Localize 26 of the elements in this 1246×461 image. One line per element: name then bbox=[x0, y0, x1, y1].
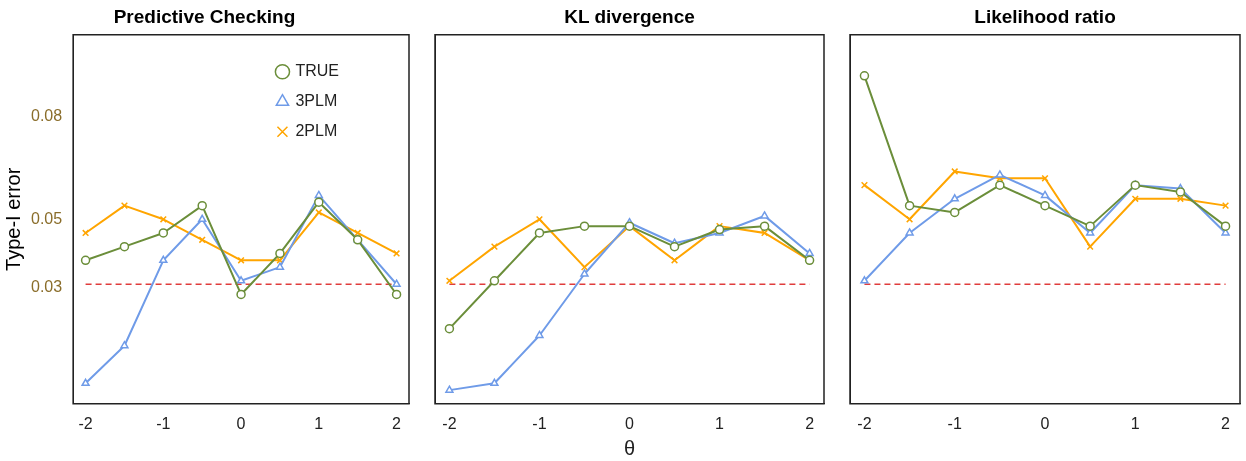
x-tick-label: 2 bbox=[805, 414, 815, 432]
x-tick-label: -2 bbox=[78, 414, 93, 432]
x-tick-label: -2 bbox=[857, 414, 872, 432]
legend-label: 3PLM bbox=[295, 92, 338, 110]
legend-label: 2PLM bbox=[295, 122, 338, 140]
chart-title: Likelihood ratio bbox=[974, 5, 1116, 27]
chart-title: KL divergence bbox=[564, 5, 695, 27]
x-tick-label: 0 bbox=[625, 414, 635, 432]
x-tick-label: -2 bbox=[442, 414, 457, 432]
x-tick-label: 1 bbox=[1130, 414, 1140, 432]
x-tick-label: -1 bbox=[532, 414, 547, 432]
x-tick-label: 0 bbox=[236, 414, 246, 432]
x-tick-label: 0 bbox=[1040, 414, 1050, 432]
x-tick-label: 2 bbox=[392, 414, 402, 432]
x-tick-label: 2 bbox=[1221, 414, 1231, 432]
y-axis-title: Type-I error bbox=[1, 167, 24, 271]
x-tick-label: 1 bbox=[314, 414, 324, 432]
x-tick-label: -1 bbox=[947, 414, 962, 432]
chart-title: Predictive Checking bbox=[113, 5, 296, 27]
x-tick-label: -1 bbox=[156, 414, 171, 432]
y-tick-label: 0.08 bbox=[31, 107, 63, 125]
legend-label: TRUE bbox=[295, 62, 340, 80]
x-tick-label: 1 bbox=[715, 414, 725, 432]
y-tick-label: 0.03 bbox=[31, 278, 63, 296]
x-axis-title: θ bbox=[623, 436, 636, 459]
y-tick-label: 0.05 bbox=[31, 209, 63, 227]
